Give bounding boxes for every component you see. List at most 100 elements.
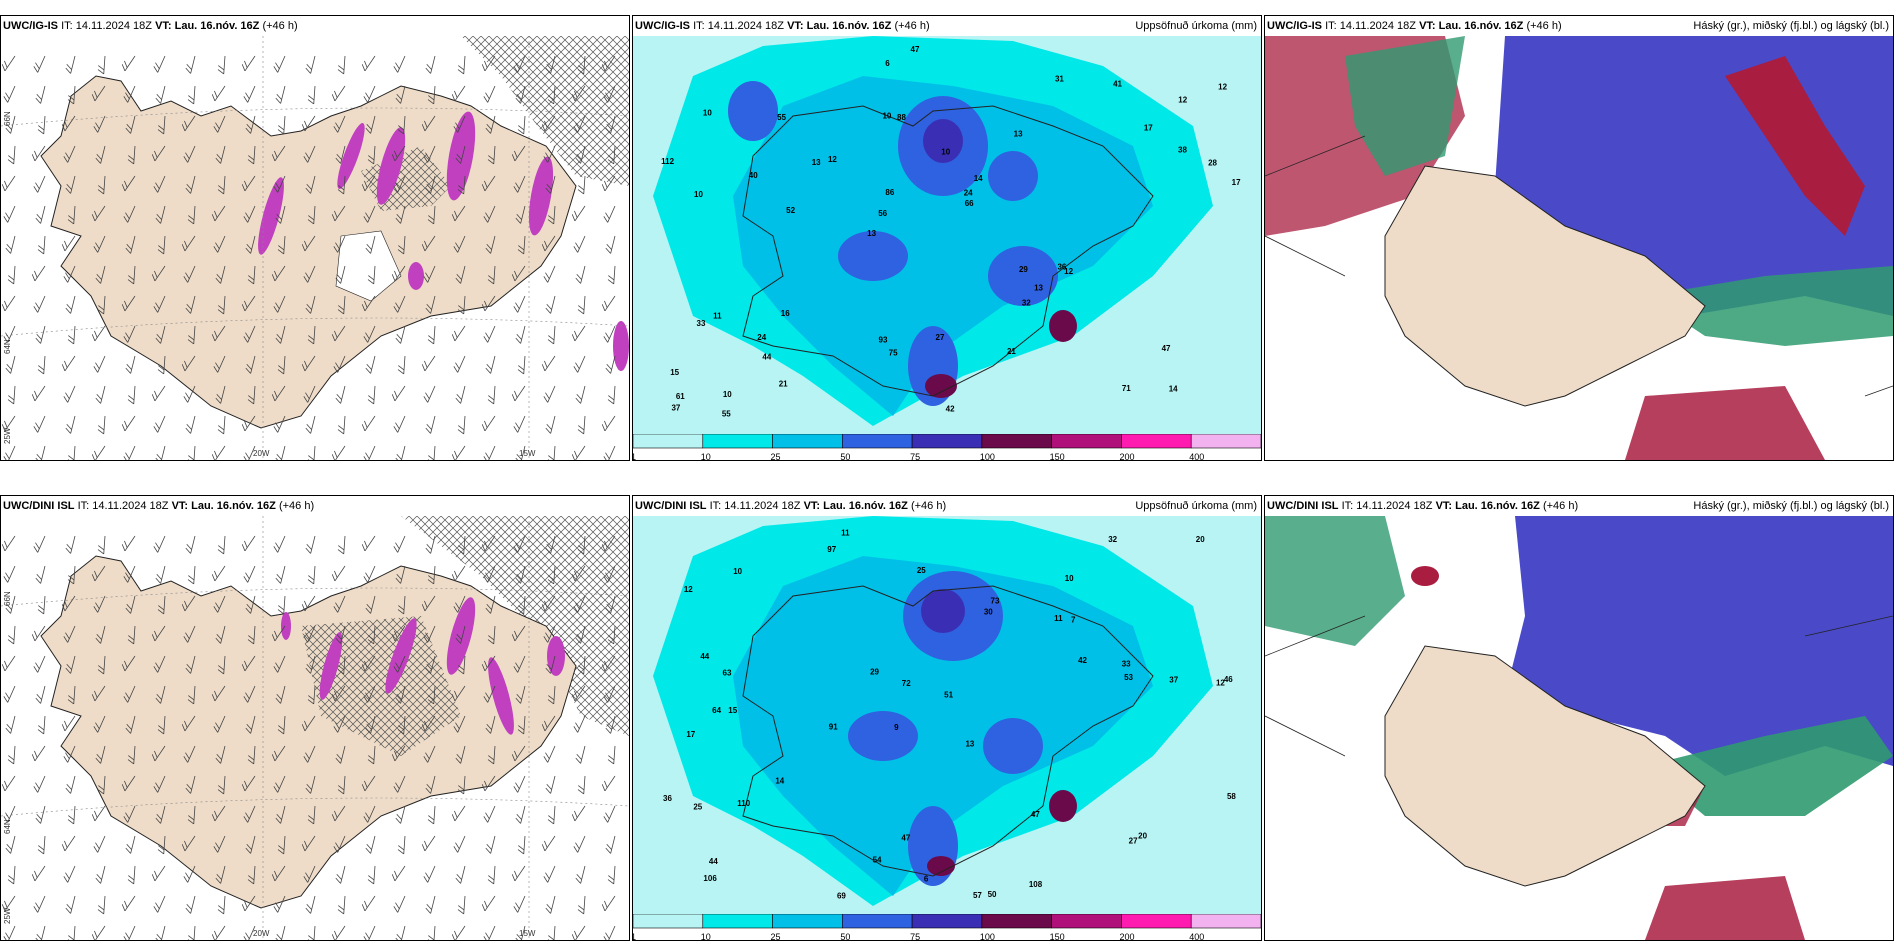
precip-value-label: 10 — [733, 567, 742, 576]
colorbar-segment — [981, 914, 1052, 929]
precip-value-label: 50 — [988, 890, 997, 899]
precip-value-label: 108 — [1029, 880, 1043, 889]
precip-value-label: 6 — [885, 59, 890, 68]
colorbar-tick-label: 400 — [1189, 932, 1205, 941]
precip-value-label: 106 — [703, 874, 717, 883]
colorbar-tick-label: 75 — [910, 452, 921, 461]
precip-value-label: 24 — [964, 189, 973, 198]
precip-value-label: 25 — [917, 566, 926, 575]
cloud-map — [1265, 516, 1893, 940]
precip-value-label: 88 — [897, 113, 906, 122]
precip-value-label: 91 — [829, 723, 838, 732]
precip-value-label: 69 — [837, 892, 846, 901]
precip-value-label: 42 — [1078, 656, 1087, 665]
precip-value-label: 7 — [1071, 615, 1076, 624]
colorbar-segment — [1190, 914, 1261, 929]
colorbar-segment — [981, 434, 1052, 449]
precip-value-label: 28 — [1208, 159, 1217, 168]
precip-value-label: 55 — [722, 409, 731, 418]
precip-value-label: 30 — [984, 608, 993, 617]
precip-value-label: 38 — [1178, 146, 1187, 155]
colorbar-tick-label: 50 — [840, 452, 851, 461]
precip-value-label: 17 — [1232, 178, 1241, 187]
precip-value-label: 12 — [1178, 95, 1187, 104]
lon-label-20w: 20W — [253, 929, 270, 938]
panel-subtitle: Háský (gr.), miðský (fj.bl.) og lágský (… — [1693, 500, 1889, 512]
precip-value-label: 57 — [973, 891, 982, 900]
colorbar-segment — [633, 434, 704, 449]
precip-value-label: 20 — [1196, 535, 1205, 544]
precip-value-label: 41 — [1113, 79, 1122, 88]
precip-value-label: 31 — [1055, 74, 1064, 83]
precip-value-label: 27 — [1129, 837, 1138, 846]
panel-cloud-igis: UWC/IG-IS IT: 14.11.2024 18Z VT: Lau. 16… — [1264, 15, 1894, 461]
precip-value-label: 11 — [713, 311, 722, 320]
panel-wind-dini: UWC/DINI ISL IT: 14.11.2024 18Z VT: Lau.… — [0, 495, 630, 941]
precip-value-label: 10 — [941, 148, 950, 157]
precip-value-label: 58 — [1227, 792, 1236, 801]
precip-value-label: 44 — [762, 353, 771, 362]
colorbar-tick-label: 75 — [910, 932, 921, 941]
precip-value-label: 11 — [1054, 614, 1063, 623]
colorbar-segment — [842, 434, 913, 449]
precip-value-label: 46 — [1224, 675, 1233, 684]
precip-value-label: 110 — [737, 799, 750, 808]
precip-value-label: 27 — [936, 333, 945, 342]
precip-value-label: 29 — [1019, 265, 1028, 274]
precip-value-label: 47 — [1162, 344, 1171, 353]
precip-value-label: 14 — [974, 174, 983, 183]
precip-value-label: 97 — [827, 545, 836, 554]
colorbar-segment — [1051, 434, 1122, 449]
precip-value-label: 36 — [663, 794, 672, 803]
precip-value-label: 15 — [728, 706, 737, 715]
precip-value-label: 6 — [924, 875, 929, 884]
panel-subtitle: Uppsöfnuð úrkoma (mm) — [1135, 500, 1257, 512]
panel-wind-igis: UWC/IG-IS IT: 14.11.2024 18Z VT: Lau. 16… — [0, 15, 630, 461]
precip-value-label: 9 — [894, 723, 899, 732]
precip-value-label: 12 — [1218, 83, 1227, 92]
precip-value-label: 71 — [1122, 384, 1131, 393]
lon-label-25w: 25W — [3, 427, 12, 444]
precip-value-label: 10 — [1065, 574, 1074, 583]
panel-cloud-dini: UWC/DINI ISL IT: 14.11.2024 18Z VT: Lau.… — [1264, 495, 1894, 941]
precip-value-label: 13 — [1034, 284, 1043, 293]
precip-value-label: 17 — [686, 730, 695, 739]
colorbar-tick-label: 150 — [1049, 932, 1065, 941]
precip-value-label: 25 — [693, 802, 702, 811]
precip-value-label: 11 — [841, 529, 850, 538]
colorbar-tick-label: 10 — [700, 452, 711, 461]
panel-title: UWC/DINI ISL IT: 14.11.2024 18Z VT: Lau.… — [635, 500, 947, 512]
precip-value-label: 16 — [781, 309, 790, 318]
precip-value-label: 12 — [828, 155, 837, 164]
lon-label-15w: 15W — [519, 929, 536, 938]
precip-value-label: 56 — [878, 209, 887, 218]
colorbar: 1 10 25 50 75 100 150 200 400 — [633, 434, 1261, 460]
panel-precip-igis: UWC/IG-IS IT: 14.11.2024 18Z VT: Lau. 16… — [632, 15, 1262, 461]
colorbar-segment — [911, 434, 983, 449]
colorbar-tick-label: 150 — [1049, 452, 1065, 461]
precip-value-label: 12 — [1064, 267, 1073, 276]
lat-label-64n: 64N — [3, 339, 12, 354]
precip-value-label: 29 — [870, 668, 879, 677]
colorbar-tick-label: 10 — [700, 932, 711, 941]
precip-value-label: 15 — [670, 368, 679, 377]
precip-value-label: 40 — [749, 171, 758, 180]
precip-value-label: 47 — [901, 834, 910, 843]
colorbar-segment — [772, 914, 843, 929]
panel-precip-dini: UWC/DINI ISL IT: 14.11.2024 18Z VT: Lau.… — [632, 495, 1262, 941]
precip-value-label: 75 — [889, 348, 898, 357]
precip-map: 14 10 12 13 13 10 10 10 11 12 15 44 88 14 12 10 6 17 29 38 5… — [633, 36, 1261, 460]
colorbar-tick-label: 25 — [770, 452, 781, 461]
precip-value-label: 93 — [879, 336, 888, 345]
colorbar-tick-label: 400 — [1189, 452, 1205, 461]
precip-value-label: 10 — [703, 108, 712, 117]
lat-label-66n: 66N — [3, 111, 12, 126]
precip-value-label: 47 — [911, 45, 920, 54]
panel-title: UWC/DINI ISL IT: 14.11.2024 18Z VT: Lau.… — [1267, 500, 1579, 512]
precip-value-label: 10 — [694, 190, 703, 199]
precip-value-label: 12 — [684, 585, 693, 594]
precip-value-label: 54 — [873, 856, 882, 865]
precip-value-label: 13 — [965, 740, 974, 749]
precip-value-label: 53 — [1124, 673, 1133, 682]
wind-map — [1, 516, 629, 940]
